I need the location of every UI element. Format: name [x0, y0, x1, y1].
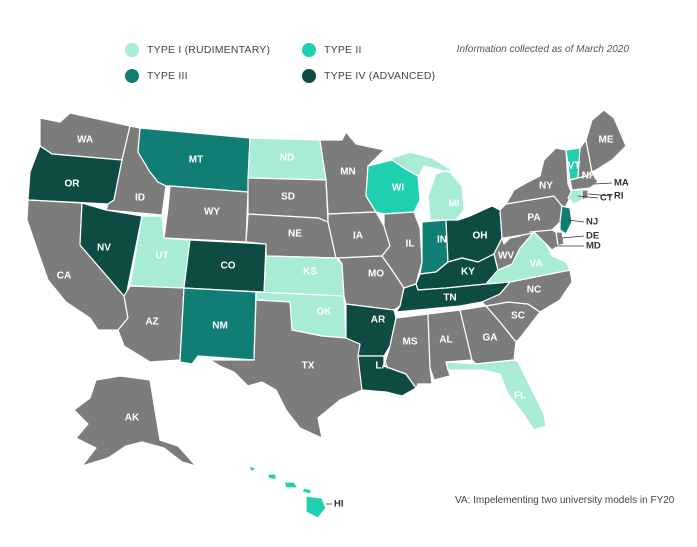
state-label-wv: WV — [498, 251, 514, 262]
state-label-mo: MO — [368, 269, 384, 280]
state-la[interactable] — [357, 355, 417, 397]
legend-item-type-3: TYPE III — [125, 69, 188, 83]
state-label-la: LA — [375, 361, 388, 372]
state-label-ak: AK — [125, 413, 140, 424]
callout-line-ri — [587, 193, 613, 197]
state-tx[interactable] — [209, 299, 363, 439]
state-label-nv: NV — [97, 243, 111, 254]
callout-line-ma — [593, 182, 613, 185]
state-label-me: ME — [599, 135, 614, 146]
state-label-de: DE — [586, 231, 599, 242]
state-label-ok: OK — [317, 307, 333, 318]
state-label-ct: CT — [600, 193, 613, 204]
state-ak[interactable] — [73, 375, 197, 467]
state-labels: WA OR CA ID NV MT WY UT AZ CO NM ND SD NE KS OK TX MN IA MO… — [57, 135, 614, 424]
state-label-wa: WA — [77, 135, 93, 146]
state-label-nm: NM — [212, 321, 228, 332]
state-label-tn: TN — [443, 293, 456, 304]
state-mi[interactable] — [385, 151, 465, 221]
state-label-mn: MN — [340, 167, 356, 178]
state-label-nj: NJ — [586, 217, 598, 228]
legend: TYPE I (RUDIMENTARY) TYPE II TYPE III TY… — [0, 40, 697, 90]
state-label-ky: KY — [461, 267, 475, 278]
state-label-ri: RI — [614, 191, 624, 202]
state-label-or: OR — [65, 179, 81, 190]
state-label-ny: NY — [539, 181, 553, 192]
state-label-ks: KS — [303, 267, 317, 278]
state-label-ms: MS — [403, 337, 418, 348]
state-label-mi: MI — [448, 199, 459, 210]
state-wy[interactable] — [163, 185, 249, 243]
legend-swatch-type-4 — [302, 69, 316, 83]
state-label-ia: IA — [353, 231, 363, 242]
state-label-sd: SD — [281, 192, 295, 203]
state-label-az: AZ — [145, 317, 158, 328]
state-fl[interactable] — [445, 359, 547, 431]
callout-line-de — [561, 235, 585, 239]
state-label-ma: MA — [614, 178, 629, 189]
state-label-vt: VT — [568, 161, 581, 172]
callout-line-nj — [567, 219, 585, 223]
state-label-in: IN — [437, 235, 447, 246]
legend-swatch-type-3 — [125, 69, 139, 83]
state-nc[interactable] — [481, 269, 573, 313]
state-label-md: MD — [586, 241, 601, 252]
state-label-tx: TX — [302, 361, 315, 372]
state-label-hi: HI — [334, 499, 344, 510]
state-label-nh: NH — [582, 171, 596, 182]
date-note: Information collected as of March 2020 — [456, 44, 629, 55]
state-label-ut: UT — [155, 251, 168, 262]
legend-label-type-3: TYPE III — [147, 70, 188, 82]
state-label-fl: FL — [514, 391, 526, 402]
state-label-mt: MT — [189, 155, 203, 166]
state-label-id: ID — [135, 193, 145, 204]
state-label-co: CO — [221, 261, 236, 272]
va-note: VA: Impelementing two university models … — [455, 495, 675, 506]
state-label-ca: CA — [57, 271, 71, 282]
state-label-il: IL — [406, 239, 415, 250]
state-label-wi: WI — [392, 183, 404, 194]
state-label-al: AL — [439, 335, 452, 346]
state-label-ne: NE — [288, 229, 302, 240]
state-label-sc: SC — [511, 311, 525, 322]
legend-item-type-1: TYPE I (RUDIMENTARY) — [125, 43, 270, 57]
state-hi[interactable] — [247, 465, 327, 519]
state-label-nc: NC — [527, 285, 541, 296]
legend-label-type-2: TYPE II — [324, 44, 362, 56]
state-label-nd: ND — [280, 153, 294, 164]
legend-swatch-type-1 — [125, 43, 139, 57]
state-label-oh: OH — [473, 231, 488, 242]
state-label-wy: WY — [204, 207, 220, 218]
legend-label-type-1: TYPE I (RUDIMENTARY) — [147, 44, 271, 56]
legend-swatch-type-2 — [302, 43, 316, 57]
state-label-ga: GA — [483, 333, 498, 344]
state-ct[interactable] — [567, 189, 583, 205]
legend-item-type-2: TYPE II — [302, 43, 362, 57]
state-label-pa: PA — [527, 213, 540, 224]
legend-item-type-4: TYPE IV (ADVANCED) — [302, 69, 435, 83]
state-ri[interactable] — [581, 189, 589, 201]
state-md[interactable] — [529, 229, 559, 251]
state-me[interactable] — [585, 109, 627, 173]
callout-line-ct — [577, 195, 599, 199]
state-nj[interactable] — [559, 205, 573, 235]
state-label-ar: AR — [371, 315, 386, 326]
state-label-va: VA — [529, 259, 542, 270]
legend-label-type-4: TYPE IV (ADVANCED) — [324, 70, 436, 82]
